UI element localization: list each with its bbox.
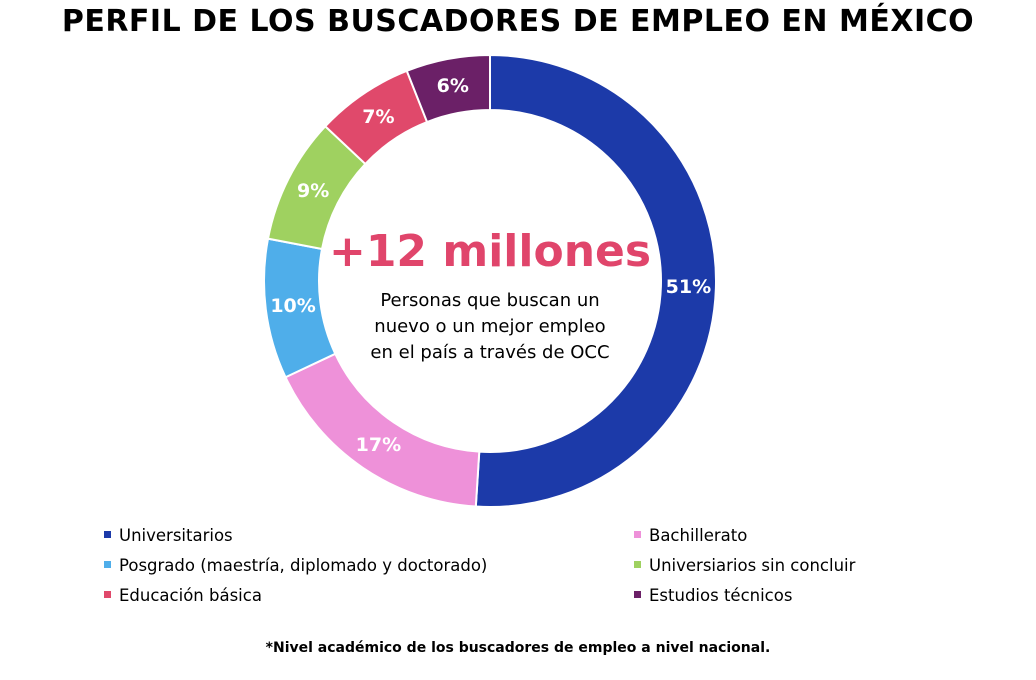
legend-label: Universiarios sin concluir [649,556,856,575]
legend-swatch [634,591,641,598]
legend-swatch [104,591,111,598]
legend-item-universitarios-sin-concluir: Universiarios sin concluir [634,556,855,575]
legend-item-bachillerato: Bachillerato [634,526,747,545]
donut-data-labels: 51% 17% 10% 9% 7% 6% [270,75,711,456]
legend-swatch [634,561,641,568]
center-description-line: Personas que buscan un [380,290,600,311]
center-description-line: nuevo o un mejor empleo [374,316,606,337]
donut-slice [474,53,717,508]
legend-label: Universitarios [119,526,233,545]
slice-data-label: 17% [356,434,401,456]
slice-data-label: 7% [362,106,394,128]
center-description: Personas que buscan un nuevo o un mejor … [340,288,640,366]
legend-label: Educación básica [119,586,262,605]
center-headline: +12 millones [328,226,652,277]
legend-swatch [634,531,641,538]
chart-title: PERFIL DE LOS BUSCADORES DE EMPLEO EN MÉ… [61,4,975,39]
footnote: *Nivel académico de los buscadores de em… [265,640,771,656]
center-description-line: en el país a través de OCC [370,342,610,363]
legend-swatch [104,531,111,538]
legend-label: Posgrado (maestría, diplomado y doctorad… [119,556,488,575]
legend-item-universitarios: Universitarios [104,526,233,545]
slice-data-label: 51% [666,276,711,298]
slice-data-label: 6% [437,75,469,97]
legend-swatch [104,561,111,568]
donut-slice [284,352,481,508]
donut-slice [405,53,491,124]
legend-item-posgrado: Posgrado (maestría, diplomado y doctorad… [104,556,487,575]
donut-slices [263,53,717,508]
legend-label: Bachillerato [649,526,748,545]
slice-data-label: 9% [297,180,329,202]
legend-item-estudios-tecnicos: Estudios técnicos [634,586,792,605]
legend-item-educacion-basica: Educación básica [104,586,262,605]
legend-label: Estudios técnicos [649,586,793,605]
slice-data-label: 10% [270,295,315,317]
